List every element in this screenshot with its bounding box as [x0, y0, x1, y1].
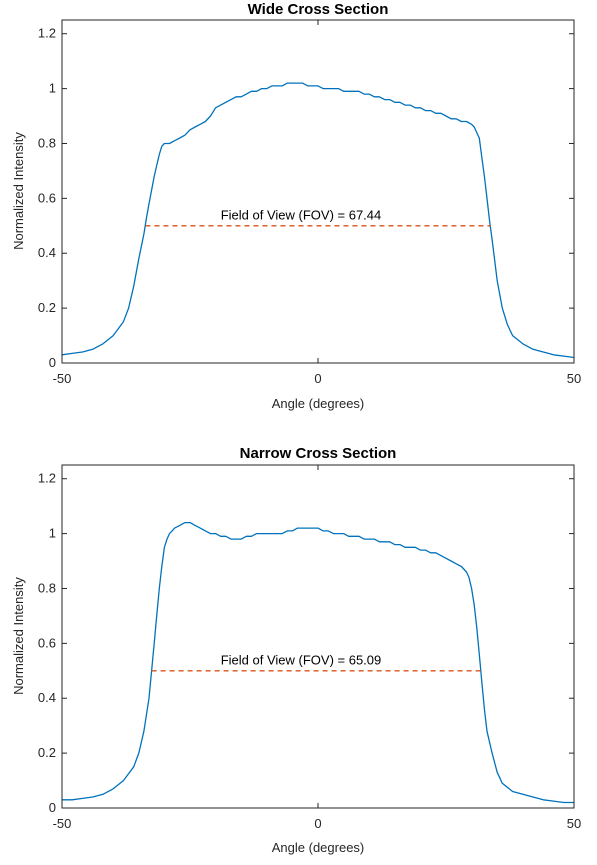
- plot-wide-series-line-0: [61, 82, 575, 359]
- plot-narrow-y-tick-label: 0.4: [38, 690, 56, 705]
- plot-narrow-x-tick-label: 0: [314, 816, 321, 831]
- plot-narrow-y-tick-label: 1.2: [38, 471, 56, 486]
- plot-wide-y-tick-label: 0.2: [38, 300, 56, 315]
- plot-wide-y-tick-label: 0: [49, 355, 56, 370]
- plot-wide-x-tick-label: -50: [53, 371, 72, 386]
- plot-narrow-x-axis-label: Angle (degrees): [272, 840, 365, 855]
- plot-wide-y-tick-label: 0.4: [38, 245, 56, 260]
- plot-narrow-series-line-0: [62, 521, 574, 804]
- plot-wide-x-tick-label: 50: [567, 371, 581, 386]
- plot-narrow-y-axis-label: Normalized Intensity: [11, 577, 26, 695]
- plot-wide-y-tick-label: 0.6: [38, 190, 56, 205]
- plot-narrow-x-tick-label: -50: [53, 816, 72, 831]
- plot-wide-axes-box: [61, 19, 575, 364]
- plot-narrow-y-tick-label: 0.8: [38, 580, 56, 595]
- plot-narrow-x-tick-label: 50: [567, 816, 581, 831]
- plot-narrow-title: Narrow Cross Section: [240, 445, 397, 462]
- plot-narrow-axes-box: [61, 464, 575, 809]
- plot-wide-x-axis-label: Angle (degrees): [272, 396, 365, 411]
- plot-narrow-background: [62, 465, 574, 808]
- plot-wide-fov-label: Field of View (FOV) = 67.44: [221, 207, 382, 222]
- plot-wide-y-tick-label: 1: [49, 81, 56, 96]
- plot-narrow-y-tick-label: 0: [49, 800, 56, 815]
- plot-narrow-y-tick-label: 1: [49, 526, 56, 541]
- plot-narrow: Narrow Cross Section Field of View (FOV)…: [11, 445, 581, 855]
- plot-wide-title: Wide Cross Section: [248, 1, 389, 18]
- plot-narrow-y-tick-label: 0.6: [38, 635, 56, 650]
- plot-wide-y-tick-label: 1.2: [38, 26, 56, 41]
- plot-wide: Wide Cross Section Field of View (FOV) =…: [11, 1, 581, 411]
- plot-wide-background: [62, 20, 574, 363]
- plot-wide-x-tick-label: 0: [314, 371, 321, 386]
- plot-narrow-fov-label: Field of View (FOV) = 65.09: [221, 652, 382, 667]
- plot-wide-y-tick-label: 0.8: [38, 135, 56, 150]
- plot-wide-y-axis-label: Normalized Intensity: [11, 132, 26, 250]
- plot-narrow-y-tick-label: 0.2: [38, 745, 56, 760]
